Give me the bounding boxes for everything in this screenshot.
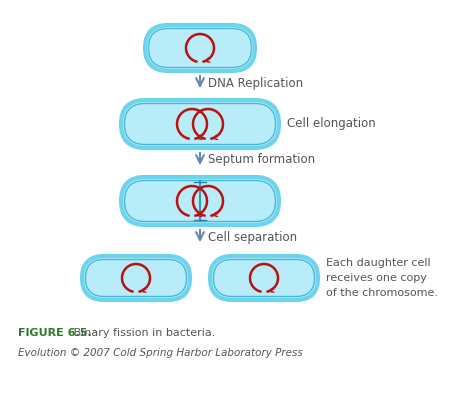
FancyBboxPatch shape (145, 25, 255, 71)
Text: Septum formation: Septum formation (208, 154, 315, 166)
Text: Evolution © 2007 Cold Spring Harbor Laboratory Press: Evolution © 2007 Cold Spring Harbor Labo… (18, 348, 303, 358)
FancyBboxPatch shape (210, 256, 318, 300)
Text: Each daughter cell
receives one copy
of the chromosome.: Each daughter cell receives one copy of … (326, 258, 438, 298)
FancyBboxPatch shape (121, 100, 279, 148)
Text: FIGURE 6.5.: FIGURE 6.5. (18, 328, 91, 338)
Text: DNA Replication: DNA Replication (208, 76, 303, 90)
Text: Cell separation: Cell separation (208, 230, 297, 244)
Text: Cell elongation: Cell elongation (287, 118, 376, 130)
FancyBboxPatch shape (121, 177, 279, 225)
Text: Binary fission in bacteria.: Binary fission in bacteria. (70, 328, 215, 338)
FancyBboxPatch shape (82, 256, 190, 300)
